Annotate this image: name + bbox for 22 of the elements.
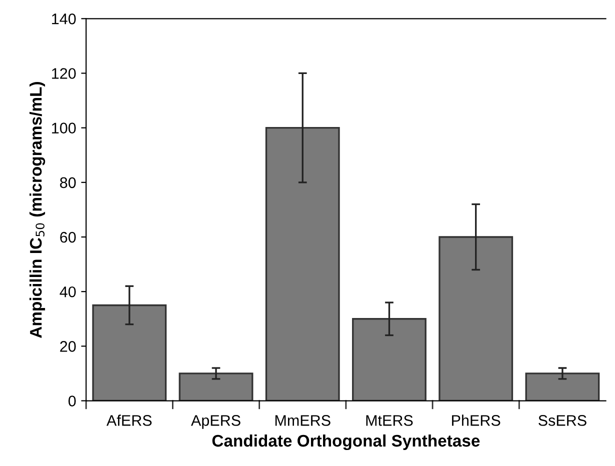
y-tick-label: 100 bbox=[52, 122, 76, 134]
x-tick-label: MmERS bbox=[275, 415, 330, 426]
x-tick-label: AfERS bbox=[106, 414, 152, 426]
x-tick-label: MtERS bbox=[366, 415, 413, 426]
x-tick-label: ApERS bbox=[191, 415, 240, 429]
x-tick-label: PhERS bbox=[452, 414, 500, 426]
bar bbox=[438, 236, 514, 401]
x-tick-label: SsERS bbox=[538, 415, 586, 426]
y-tick-label: 120 bbox=[52, 68, 76, 79]
bar bbox=[352, 318, 426, 401]
y-tick-label: 80 bbox=[60, 177, 76, 188]
y-axis-title: Ampicillin IC$_{50}$ (micrograms/mL) bbox=[30, 82, 46, 338]
y-tick-label: 20 bbox=[60, 341, 76, 352]
y-tick-label: 0 bbox=[68, 396, 76, 406]
y-tick-label: 60 bbox=[60, 232, 76, 243]
y-tick-label: 40 bbox=[60, 286, 76, 298]
x-axis-title: Candidate Orthogonal Synthetase bbox=[212, 434, 480, 450]
bar bbox=[265, 126, 340, 401]
bar bbox=[178, 372, 254, 401]
bar bbox=[92, 304, 167, 401]
bar bbox=[525, 372, 600, 401]
y-tick-label: 140 bbox=[52, 14, 76, 24]
